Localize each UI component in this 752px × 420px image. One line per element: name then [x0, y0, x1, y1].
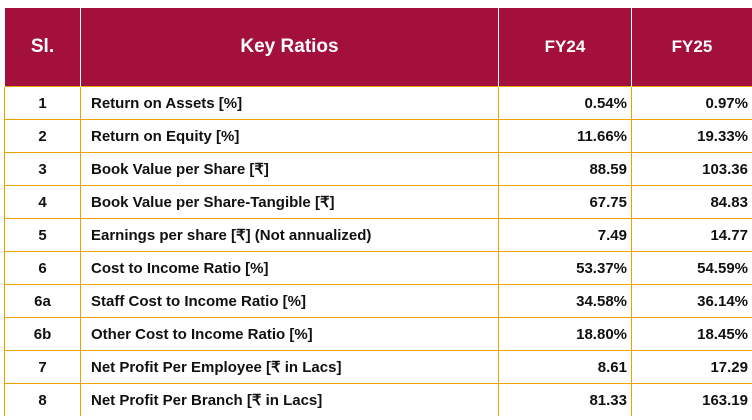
key-ratios-table-wrapper: Sl. Key Ratios FY24 FY25 1 Return on Ass…: [4, 8, 752, 420]
cell-sl: 7: [4, 350, 81, 384]
table-header: Sl. Key Ratios FY24 FY25: [4, 8, 752, 87]
table-row: 6b Other Cost to Income Ratio [%] 18.80%…: [4, 317, 752, 351]
header-sl: Sl.: [4, 8, 81, 87]
table-row: 5 Earnings per share [₹] (Not annualized…: [4, 218, 752, 252]
cell-sl: 2: [4, 119, 81, 153]
cell-fy25: 14.77: [631, 218, 752, 252]
cell-fy24: 18.80%: [498, 317, 632, 351]
table-row: 6a Staff Cost to Income Ratio [%] 34.58%…: [4, 284, 752, 318]
cell-sl: 6a: [4, 284, 81, 318]
cell-ratio-name: Return on Equity [%]: [80, 119, 499, 153]
table-body: 1 Return on Assets [%] 0.54% 0.97% 2 Ret…: [4, 86, 752, 416]
header-fy25: FY25: [631, 8, 752, 87]
cell-fy25: 54.59%: [631, 251, 752, 285]
cell-fy24: 34.58%: [498, 284, 632, 318]
cell-ratio-name: Cost to Income Ratio [%]: [80, 251, 499, 285]
cell-ratio-name: Book Value per Share [₹]: [80, 152, 499, 186]
cell-fy24: 81.33: [498, 383, 632, 416]
table-row: 8 Net Profit Per Branch [₹ in Lacs] 81.3…: [4, 383, 752, 416]
cell-ratio-name: Earnings per share [₹] (Not annualized): [80, 218, 499, 252]
cell-ratio-name: Net Profit Per Branch [₹ in Lacs]: [80, 383, 499, 416]
cell-ratio-name: Book Value per Share-Tangible [₹]: [80, 185, 499, 219]
cell-fy24: 0.54%: [498, 86, 632, 120]
cell-fy24: 53.37%: [498, 251, 632, 285]
cell-fy24: 11.66%: [498, 119, 632, 153]
cell-ratio-name: Other Cost to Income Ratio [%]: [80, 317, 499, 351]
cell-fy25: 103.36: [631, 152, 752, 186]
cell-fy24: 8.61: [498, 350, 632, 384]
cell-fy25: 18.45%: [631, 317, 752, 351]
cell-sl: 6: [4, 251, 81, 285]
table-row: 3 Book Value per Share [₹] 88.59 103.36: [4, 152, 752, 186]
cell-sl: 1: [4, 86, 81, 120]
header-fy24: FY24: [498, 8, 632, 87]
cell-ratio-name: Staff Cost to Income Ratio [%]: [80, 284, 499, 318]
cell-fy25: 163.19: [631, 383, 752, 416]
cell-fy25: 84.83: [631, 185, 752, 219]
table-row: 7 Net Profit Per Employee [₹ in Lacs] 8.…: [4, 350, 752, 384]
header-row: Sl. Key Ratios FY24 FY25: [4, 8, 752, 87]
cell-fy24: 88.59: [498, 152, 632, 186]
cell-sl: 4: [4, 185, 81, 219]
cell-fy25: 19.33%: [631, 119, 752, 153]
cell-sl: 3: [4, 152, 81, 186]
table-row: 6 Cost to Income Ratio [%] 53.37% 54.59%: [4, 251, 752, 285]
cell-sl: 5: [4, 218, 81, 252]
cell-ratio-name: Net Profit Per Employee [₹ in Lacs]: [80, 350, 499, 384]
cell-fy25: 0.97%: [631, 86, 752, 120]
cell-ratio-name: Return on Assets [%]: [80, 86, 499, 120]
table-row: 4 Book Value per Share-Tangible [₹] 67.7…: [4, 185, 752, 219]
cell-sl: 6b: [4, 317, 81, 351]
key-ratios-table: Sl. Key Ratios FY24 FY25 1 Return on Ass…: [4, 8, 752, 416]
cell-sl: 8: [4, 383, 81, 416]
table-row: 1 Return on Assets [%] 0.54% 0.97%: [4, 86, 752, 120]
cell-fy24: 67.75: [498, 185, 632, 219]
cell-fy24: 7.49: [498, 218, 632, 252]
cell-fy25: 17.29: [631, 350, 752, 384]
header-key-ratios: Key Ratios: [80, 8, 499, 87]
table-row: 2 Return on Equity [%] 11.66% 19.33%: [4, 119, 752, 153]
cell-fy25: 36.14%: [631, 284, 752, 318]
